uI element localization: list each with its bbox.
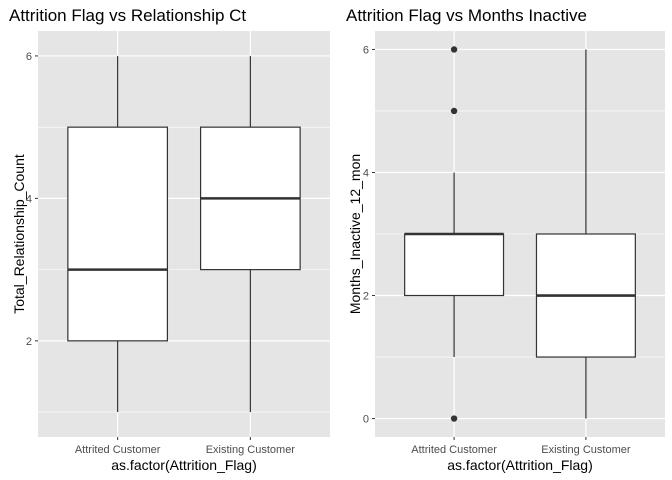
chart-1: 2 4 6 Attrited Customer Existing Customer Att…: [9, 6, 330, 473]
chart-2-xlabel: as.factor(Attrition_Flag): [447, 457, 593, 473]
chart-2-box-1: [404, 46, 505, 422]
chart-2-ytick-label: 4: [363, 167, 369, 179]
chart-1-box-2: [199, 55, 301, 413]
chart-1-xtick-label: Existing Customer: [206, 444, 296, 456]
chart-1-ylabel: Total_Relationship_Count: [11, 154, 27, 314]
chart-2-ytick-label: 6: [363, 44, 369, 56]
chart-1-ytick-label: 6: [26, 51, 32, 63]
iqr-box: [404, 233, 505, 297]
chart-2-xtick-label: Attrited Customer: [411, 444, 497, 456]
iqr-box: [67, 126, 169, 342]
chart-1-xtick-label: Attrited Customer: [75, 444, 161, 456]
chart-2-box-2: [535, 49, 636, 419]
chart-2-ytick-label: 0: [363, 414, 369, 426]
outlier-point: [450, 415, 458, 422]
outlier-point: [450, 46, 458, 53]
chart-2: 0 2 4 6 Attrited Customer Existing Customer At…: [346, 6, 665, 473]
chart-2-ylabel: Months_Inactive_12_mon: [347, 154, 363, 314]
chart-1-xlabel: as.factor(Attrition_Flag): [111, 457, 257, 473]
chart-1-ytick-label: 4: [26, 193, 32, 205]
chart-1-ytick-label: 2: [26, 336, 32, 348]
chart-2-xtick-label: Existing Customer: [541, 444, 631, 456]
chart-1-box-1: [67, 55, 169, 413]
outlier-point: [450, 107, 458, 115]
chart-2-title: Attrition Flag vs Months Inactive: [346, 6, 587, 25]
chart-1-title: Attrition Flag vs Relationship Ct: [9, 6, 246, 25]
chart-2-ytick-label: 2: [363, 291, 369, 303]
